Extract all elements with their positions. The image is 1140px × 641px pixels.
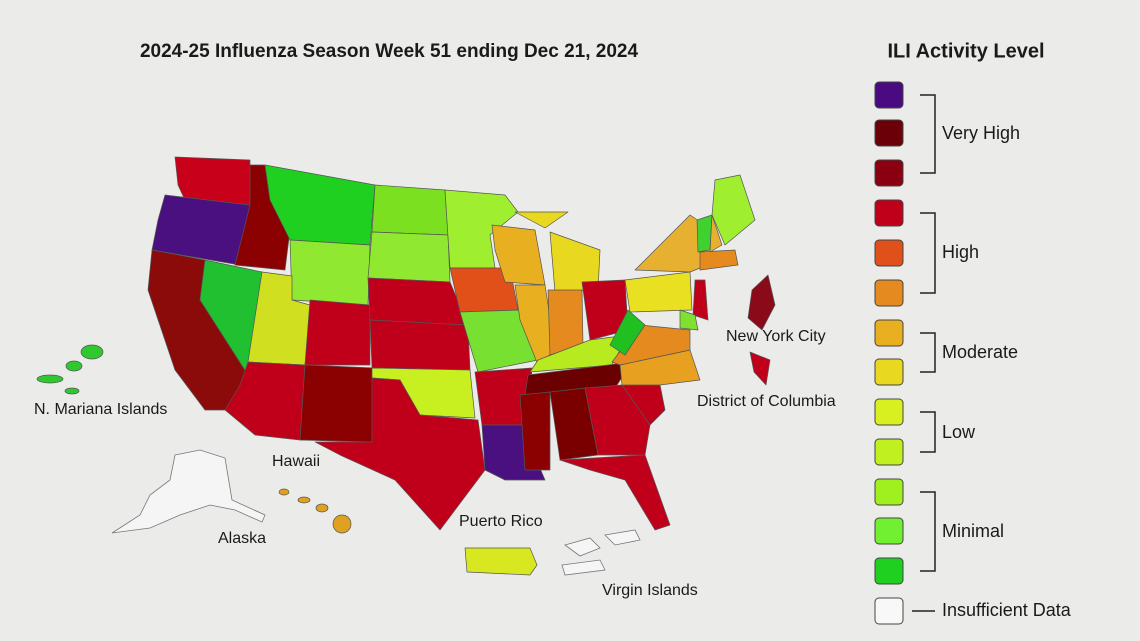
legend-swatch (874, 358, 904, 386)
legend-label: Very High (942, 123, 1020, 143)
us-map (36, 156, 776, 576)
state (709, 214, 723, 253)
legend-swatch (874, 398, 904, 426)
island (278, 488, 290, 496)
state (289, 239, 371, 306)
state (314, 377, 486, 531)
map-label: Puerto Rico (459, 513, 543, 530)
map-label: Alaska (218, 530, 266, 547)
legend-swatch (874, 597, 904, 625)
map-label: Virgin Islands (602, 582, 698, 599)
legend-swatch (874, 81, 904, 109)
legend-bracket (920, 94, 936, 174)
legend-label: Minimal (942, 521, 1004, 541)
virgin-island (564, 537, 601, 557)
legend-swatch (874, 517, 904, 545)
legend-swatch (874, 478, 904, 506)
legend-bracket (920, 332, 936, 373)
state (609, 309, 646, 356)
legend-label: Insufficient Data (942, 600, 1072, 620)
legend: ILI Activity Level Very High High Modera… (874, 40, 1072, 625)
state (696, 214, 713, 253)
legend-swatch (874, 239, 904, 267)
legend-bracket (920, 411, 936, 453)
state (151, 194, 251, 266)
island (80, 344, 104, 360)
legend-swatch (874, 119, 904, 147)
island (297, 496, 311, 504)
state (711, 174, 756, 246)
state (514, 211, 569, 229)
puerto-rico (464, 547, 538, 576)
virgin-island (604, 529, 641, 546)
state (584, 384, 651, 456)
legend-bracket (920, 491, 936, 572)
virgin-island (561, 559, 606, 576)
island (332, 514, 352, 534)
state (519, 391, 551, 471)
legend-label: High (942, 242, 979, 262)
state (367, 231, 451, 283)
island (315, 503, 329, 513)
state (304, 299, 371, 366)
state (692, 279, 709, 321)
legend-label: Low (942, 422, 976, 442)
island (64, 387, 80, 395)
alaska (111, 449, 266, 534)
map-title: 2024-25 Influenza Season Week 51 ending … (140, 41, 639, 62)
island (36, 374, 64, 384)
legend-swatch (874, 438, 904, 466)
state (624, 271, 693, 313)
map-label: District of Columbia (697, 393, 836, 410)
island (65, 360, 83, 372)
legend-swatch (874, 159, 904, 187)
state (491, 224, 546, 286)
legend-swatch (874, 557, 904, 585)
nyc-inset (747, 274, 776, 331)
map-label: New York City (726, 328, 826, 345)
state (371, 184, 449, 236)
legend-bracket (920, 212, 936, 294)
legend-title: ILI Activity Level (887, 40, 1044, 62)
dc-inset (749, 351, 771, 386)
state (369, 319, 471, 371)
state (699, 249, 739, 271)
map-label: N. Mariana Islands (34, 401, 167, 418)
state (299, 364, 376, 443)
legend-label: Moderate (942, 342, 1018, 362)
state (559, 454, 671, 531)
legend-swatch (874, 279, 904, 307)
legend-swatch (874, 319, 904, 347)
state (679, 309, 699, 331)
map-label: Hawaii (272, 453, 320, 470)
legend-swatch (874, 199, 904, 227)
